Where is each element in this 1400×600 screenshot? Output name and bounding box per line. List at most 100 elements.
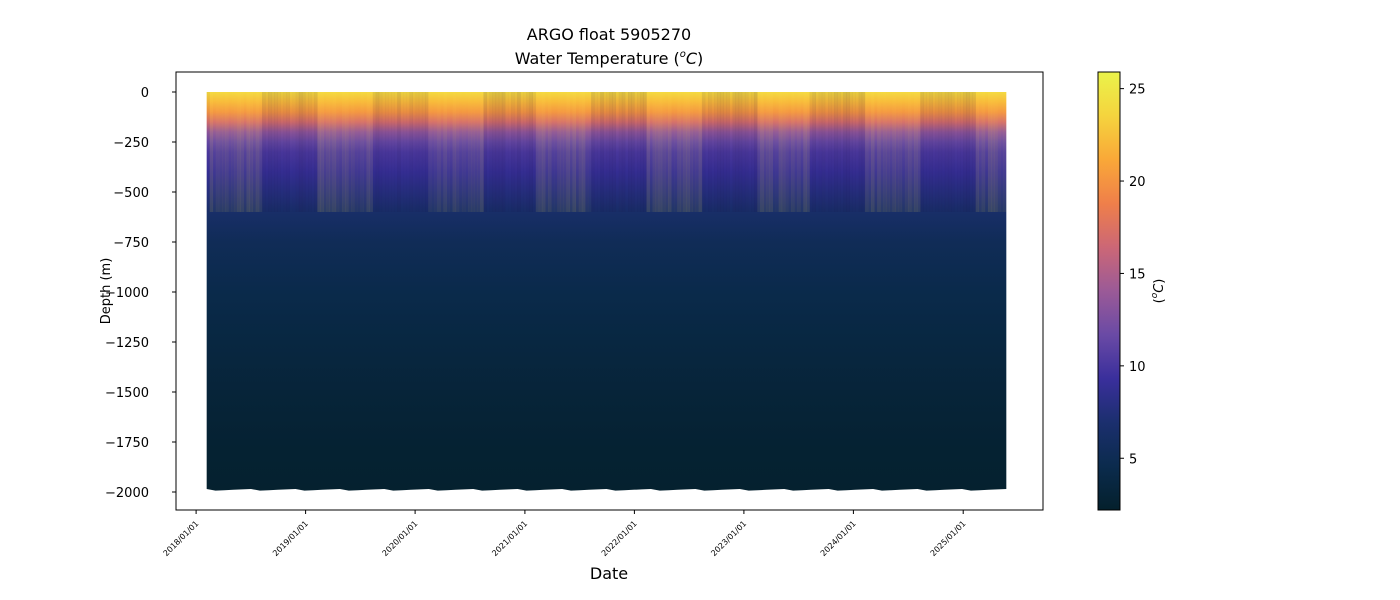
profile-band — [766, 92, 770, 212]
profile-band — [711, 92, 715, 212]
profile-band — [668, 92, 672, 212]
colorbar-tick-label: 20 — [1129, 175, 1146, 190]
profile-band — [529, 92, 533, 212]
profile-band — [775, 92, 780, 212]
profile-band — [277, 92, 281, 212]
profile-band — [372, 92, 377, 212]
profile-band — [388, 92, 392, 212]
profile-band — [843, 92, 847, 212]
profile-band — [683, 92, 687, 212]
profile-band — [984, 92, 989, 212]
profile-band — [923, 92, 927, 212]
profile-band — [994, 92, 998, 212]
profile-band — [225, 92, 229, 212]
profile-band — [397, 92, 401, 212]
profile-band — [880, 92, 884, 212]
profile-band — [692, 92, 697, 212]
profile-band — [308, 92, 312, 212]
profile-band — [240, 92, 244, 212]
x-tick-label: 2019/01/01 — [271, 519, 310, 558]
profile-band — [329, 92, 334, 212]
profile-band — [581, 92, 586, 212]
profile-band — [932, 92, 936, 212]
profile-band — [637, 92, 641, 212]
profile-band — [600, 92, 604, 212]
profile-band — [689, 92, 693, 212]
profile-band — [588, 92, 592, 212]
profile-band — [886, 92, 890, 212]
profile-band — [434, 92, 438, 212]
profile-band — [754, 92, 758, 212]
profile-band — [624, 92, 629, 212]
profile-band — [591, 92, 595, 212]
profile-band — [821, 92, 826, 212]
profile-band — [831, 92, 835, 212]
plot-area — [175, 71, 1044, 511]
profile-band — [889, 92, 893, 212]
profile-band — [557, 92, 561, 212]
profile-band — [818, 92, 823, 212]
profile-band — [363, 92, 367, 212]
profile-band — [837, 92, 841, 212]
profile-band — [415, 92, 420, 212]
profile-band — [603, 92, 607, 212]
colorbar-tick-label: 25 — [1129, 83, 1146, 98]
x-tick-label: 2023/01/01 — [709, 519, 748, 558]
profile-band — [723, 92, 727, 212]
profile-band — [717, 92, 721, 212]
profile-band — [726, 92, 730, 212]
profile-band — [572, 92, 577, 212]
profile-band — [400, 92, 404, 212]
profile-band — [317, 92, 321, 212]
profile-band — [483, 92, 487, 212]
profile-band — [720, 92, 724, 212]
profile-band — [301, 92, 306, 212]
profile-band — [209, 92, 214, 212]
profile-band — [874, 92, 878, 212]
profile-band — [305, 92, 309, 212]
profile-band — [280, 92, 284, 212]
profile-band — [704, 92, 709, 212]
profile-band — [849, 92, 853, 212]
profile-band — [357, 92, 361, 212]
profile-band — [957, 92, 961, 212]
profile-band — [846, 92, 850, 212]
profile-band — [751, 92, 755, 212]
profile-band — [757, 92, 761, 212]
colorbar-tick-label: 10 — [1129, 360, 1146, 375]
profile-band — [735, 92, 740, 212]
x-tick-label: 2021/01/01 — [490, 519, 529, 558]
y-tick-label: −1500 — [105, 386, 149, 401]
profile-band — [797, 92, 801, 212]
x-tick-label: 2025/01/01 — [929, 519, 968, 558]
profile-band — [944, 92, 949, 212]
profile-band — [234, 92, 238, 212]
profile-band — [320, 92, 324, 212]
profile-band — [877, 92, 881, 212]
profile-band — [431, 92, 435, 212]
y-tick-label: −1000 — [105, 286, 149, 301]
profile-band — [249, 92, 254, 212]
profile-band — [375, 92, 380, 212]
profile-band — [458, 92, 463, 212]
profile-band — [966, 92, 970, 212]
chart-subtitle: Water Temperature (oC) — [515, 49, 704, 68]
profile-band — [532, 92, 537, 212]
profile-band — [298, 92, 303, 212]
profile-band — [218, 92, 223, 212]
profile-band — [338, 92, 343, 212]
profile-band — [920, 92, 924, 212]
profile-band — [378, 92, 383, 212]
profile-band — [674, 92, 678, 212]
profile-band — [901, 92, 906, 212]
profile-band — [781, 92, 786, 212]
profile-band — [840, 92, 844, 212]
profile-band — [563, 92, 567, 212]
profile-band — [907, 92, 912, 212]
profile-band — [468, 92, 472, 212]
colorbar: 5 10 15 20 25 (oC) — [1097, 71, 1167, 511]
profile-band — [569, 92, 573, 212]
profile-band — [975, 92, 980, 212]
profile-band — [471, 92, 475, 212]
profile-band — [406, 92, 410, 212]
